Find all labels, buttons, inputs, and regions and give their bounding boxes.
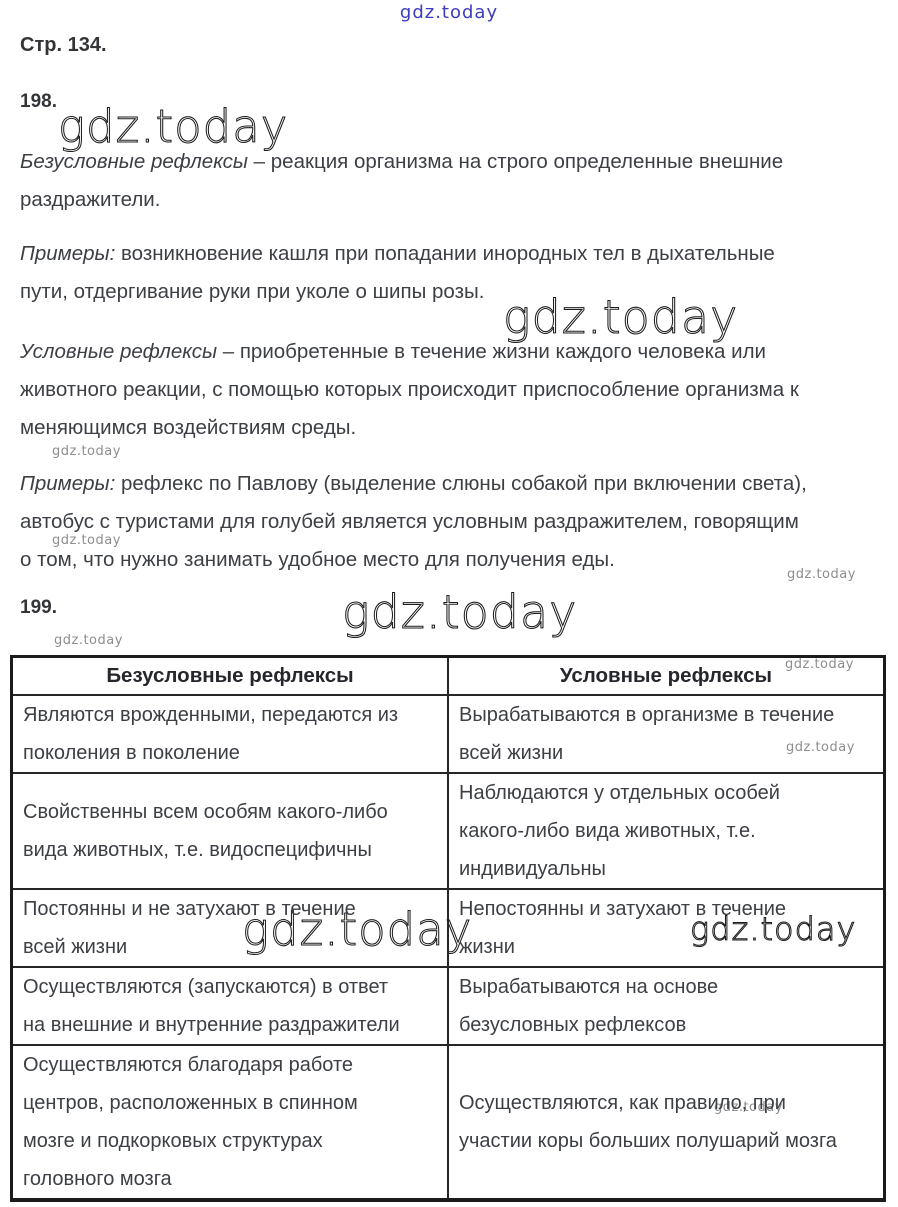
task-199-number: 199.	[20, 597, 57, 618]
paragraph-unconditioned-definition: Безусловные рефлексы – реакция организма…	[20, 143, 882, 219]
term-unconditioned-reflexes: Безусловные рефлексы	[20, 150, 248, 173]
table-cell: Осуществляются (запускаются) в ответ на …	[10, 966, 449, 1046]
header-unconditioned: Безусловные рефлексы	[10, 655, 449, 696]
table-cell: Свойственны всем особям какого-либо вида…	[10, 772, 449, 890]
watermark-top-blue: gdz.today	[399, 2, 499, 23]
table-row: Осуществляются благодаря работе центров,…	[10, 1044, 886, 1201]
term-examples-1: Примеры:	[20, 242, 116, 265]
paragraph-text: возникновение кашля при попадании инород…	[20, 242, 775, 303]
table-cell: Наблюдаются у отдельных особей какого-ли…	[447, 772, 886, 890]
watermark-large-3: gdz.today	[341, 584, 578, 639]
table-row: Являются врожденными, передаются из поко…	[10, 694, 886, 774]
page-number-label: Стр. 134.	[20, 34, 107, 56]
watermark-small-4: gdz.today	[54, 633, 123, 648]
paragraph-text: рефлекс по Павлову (выделение слюны соба…	[20, 472, 807, 571]
paragraph-text: – реакция организма на строго определенн…	[20, 150, 784, 211]
paragraph-conditioned-examples: Примеры: рефлекс по Павлову (выделение с…	[20, 465, 882, 579]
table-header-row: Безусловные рефлексы Условные рефлексы	[10, 655, 886, 696]
table-cell: Осуществляются благодаря работе центров,…	[10, 1044, 449, 1201]
table-cell: Являются врожденными, передаются из поко…	[10, 694, 449, 774]
paragraph-conditioned-definition: Условные рефлексы – приобретенные в тече…	[20, 333, 882, 447]
term-conditioned-reflexes: Условные рефлексы	[20, 340, 218, 363]
task-198-number: 198.	[20, 91, 57, 112]
paragraph-text: – приобретенные в течение жизни каждого …	[20, 340, 799, 439]
table-cell: Непостоянны и затухают в течение жизни	[447, 888, 886, 968]
term-examples-2: Примеры:	[20, 472, 116, 495]
table-cell: Вырабатываются в организме в течение все…	[447, 694, 886, 774]
table-cell: Постоянны и не затухают в течение всей ж…	[10, 888, 449, 968]
header-conditioned: Условные рефлексы	[447, 655, 886, 696]
table-row: Осуществляются (запускаются) в ответ на …	[10, 966, 886, 1046]
paragraph-unconditioned-examples: Примеры: возникновение кашля при попадан…	[20, 235, 882, 311]
table-row: Постоянны и не затухают в течение всей ж…	[10, 888, 886, 968]
table-cell: Вырабатываются на основе безусловных реф…	[447, 966, 886, 1046]
table-row: Свойственны всем особям какого-либо вида…	[10, 772, 886, 890]
table-cell: Осуществляются, как правило, при участии…	[447, 1044, 886, 1201]
reflex-comparison-table: Безусловные рефлексы Условные рефлексы Я…	[10, 655, 886, 1202]
